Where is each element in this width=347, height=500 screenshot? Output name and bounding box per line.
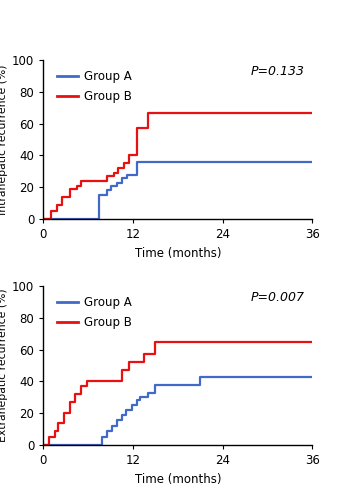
- Y-axis label: Extrahepatic recurrence (%): Extrahepatic recurrence (%): [0, 288, 8, 442]
- Text: P=0.133: P=0.133: [250, 65, 304, 78]
- X-axis label: Time (months): Time (months): [135, 472, 221, 486]
- Y-axis label: Intrahepatic recurrence (%): Intrahepatic recurrence (%): [0, 64, 8, 215]
- Legend: Group A, Group B: Group A, Group B: [55, 294, 134, 331]
- Legend: Group A, Group B: Group A, Group B: [55, 68, 134, 106]
- X-axis label: Time (months): Time (months): [135, 246, 221, 260]
- Text: P=0.007: P=0.007: [250, 290, 304, 304]
